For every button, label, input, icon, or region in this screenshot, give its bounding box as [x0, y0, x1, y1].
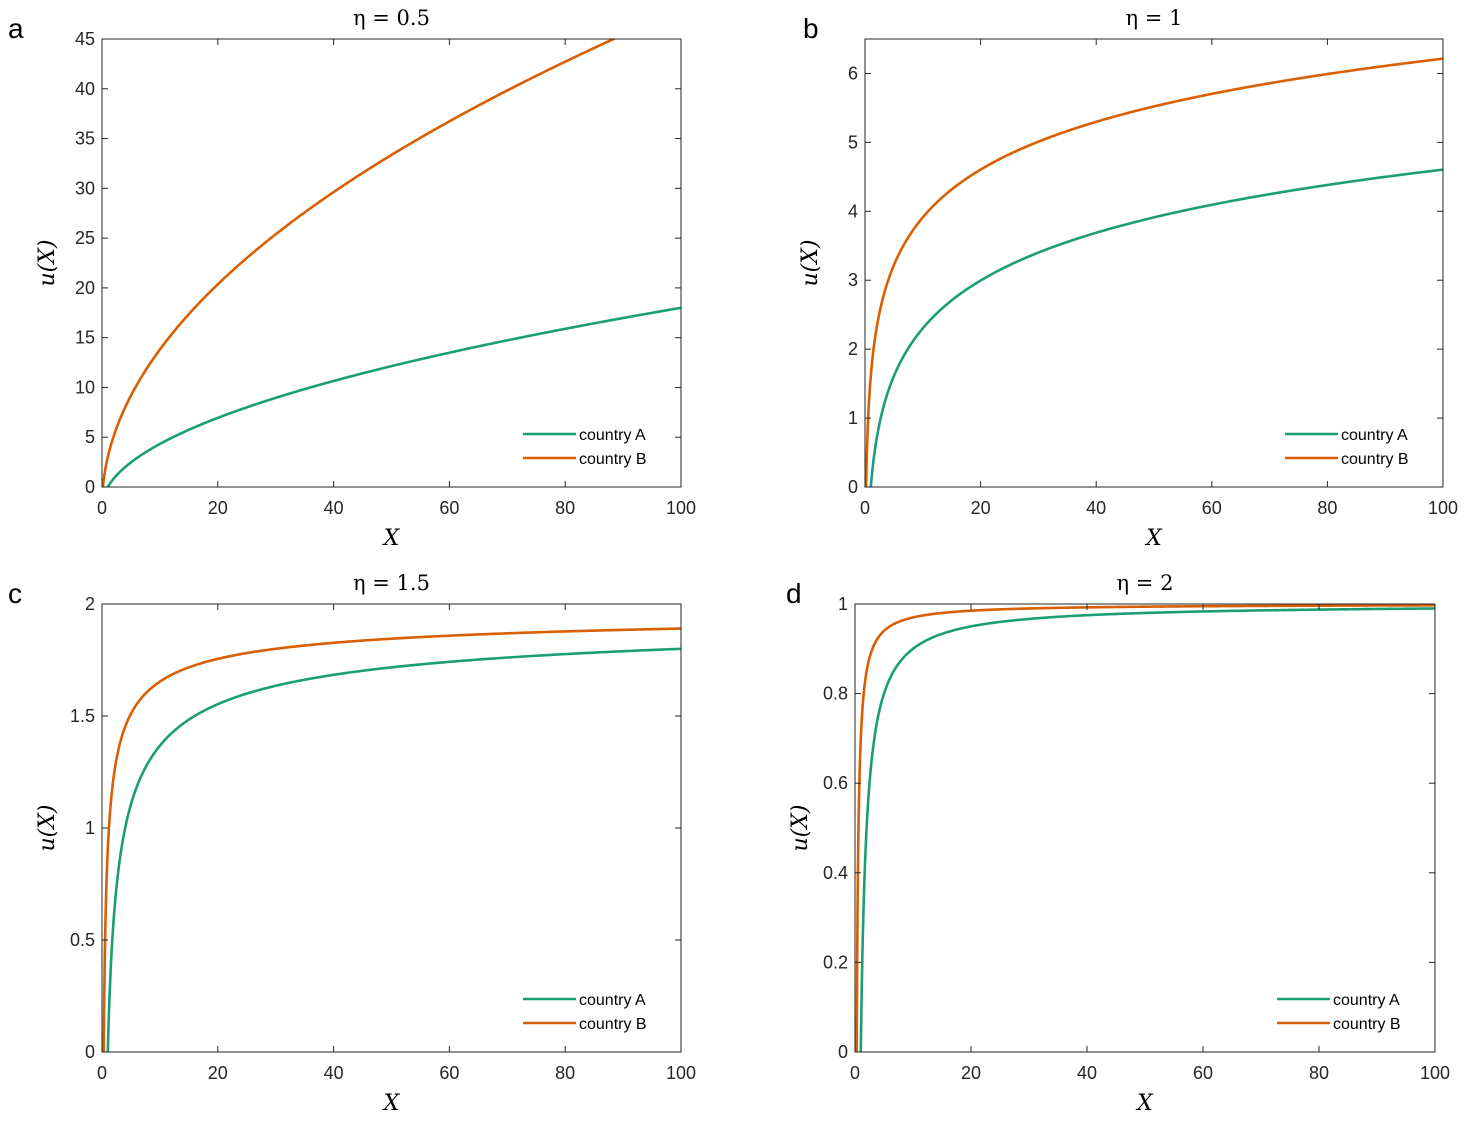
y-tick-label: 5 [85, 427, 95, 447]
x-tick-label: 80 [555, 1063, 575, 1083]
y-tick-label: 45 [75, 29, 95, 49]
y-tick-label: 3 [848, 270, 858, 290]
panel-c: 0 20 40 60 80 100 0 0.5 1 1.5 2 η = 1.5 Xu(X) c countr… [8, 571, 696, 1116]
axes-box [101, 38, 682, 488]
x-tick-label: 20 [971, 498, 991, 518]
y-tick-label: 0.5 [70, 930, 95, 950]
y-tick-label: 10 [75, 377, 95, 397]
x-tick-label: 60 [1193, 1063, 1213, 1083]
y-tick-label: 40 [75, 79, 95, 99]
x-tick-label: 80 [1309, 1063, 1329, 1083]
legend-label: country A [579, 427, 646, 444]
series-line-country-a [869, 168, 1443, 487]
y-tick-label: 1 [848, 408, 858, 428]
x-tick-label: 60 [1202, 498, 1222, 518]
axes-box [854, 603, 1436, 1053]
y-tick-label: 0 [85, 1042, 95, 1062]
y-tick-label: 1 [85, 818, 95, 838]
y-tick-label: 1 [838, 594, 848, 614]
y-tick-label: 0.2 [823, 952, 848, 972]
x-tick-label: 100 [666, 498, 696, 518]
x-tick-label: 60 [439, 1063, 459, 1083]
series-line-country-b [865, 57, 1443, 487]
x-tick-label: 40 [324, 498, 344, 518]
x-tick-label: 20 [208, 1063, 228, 1083]
series-line-country-a [859, 607, 1435, 1052]
y-tick-label: 1.5 [70, 706, 95, 726]
x-tick-label: 100 [1428, 498, 1458, 518]
series-line-country-b [102, 39, 617, 487]
y-tick-label: 0 [85, 477, 95, 497]
y-tick-label: 5 [848, 132, 858, 152]
legend: country A country B [1285, 427, 1409, 468]
y-tick-label: 0.6 [823, 773, 848, 793]
y-tick-label: 6 [848, 63, 858, 83]
x-tick-label: 0 [97, 498, 107, 518]
legend-label: country A [1333, 992, 1400, 1009]
x-tick-label: 40 [1077, 1063, 1097, 1083]
axes-box [101, 603, 682, 1053]
x-tick-label: 40 [324, 1063, 344, 1083]
legend-label: country B [579, 451, 647, 468]
panel-letter: b [803, 13, 819, 44]
x-tick-label: 20 [208, 498, 228, 518]
y-tick-label: 2 [848, 339, 858, 359]
legend-label: country A [1341, 427, 1408, 444]
y-tick-label: 15 [75, 328, 95, 348]
x-tick-label: 100 [1420, 1063, 1450, 1083]
x-axis-label: X [1135, 1091, 1154, 1116]
x-tick-label: 40 [1086, 498, 1106, 518]
chart-title: η = 1 [1126, 6, 1183, 30]
x-tick-label: 0 [97, 1063, 107, 1083]
x-tick-label: 100 [666, 1063, 696, 1083]
chart-title: η = 2 [1117, 571, 1174, 595]
y-tick-label: 30 [75, 178, 95, 198]
y-axis-label: u(X) [788, 805, 813, 852]
chart-title: η = 0.5 [353, 6, 430, 30]
y-tick-label: 0.8 [823, 684, 848, 704]
y-tick-label: 35 [75, 129, 95, 149]
legend-label: country B [1341, 451, 1409, 468]
y-axis-label: u(X) [35, 240, 60, 287]
y-tick-label: 0 [848, 477, 858, 497]
legend-label: country A [579, 992, 646, 1009]
series-line-country-a [106, 306, 681, 487]
x-tick-label: 80 [1317, 498, 1337, 518]
x-tick-label: 80 [555, 498, 575, 518]
panel-a: 0 20 40 60 80 100 0 5 10 15 20 25 30 35 40 45 η = 0.5 Xu(… [8, 6, 696, 551]
panel-d: 0 20 40 60 80 100 0 0.2 0.4 0.6 0.8 1 η = 2 Xu(X) d cou… [786, 571, 1450, 1116]
x-axis-label: X [382, 1091, 401, 1116]
x-axis-label: X [382, 526, 401, 551]
series-line-country-b [102, 627, 681, 1052]
x-tick-label: 0 [860, 498, 870, 518]
y-tick-label: 20 [75, 278, 95, 298]
x-tick-label: 0 [850, 1063, 860, 1083]
axes-box [864, 38, 1444, 488]
panel-letter: c [8, 578, 22, 609]
legend-label: country B [1333, 1016, 1401, 1033]
panel-letter: d [786, 578, 802, 609]
y-tick-label: 25 [75, 228, 95, 248]
panel-letter: a [8, 13, 24, 44]
series-line-country-a [106, 647, 681, 1052]
y-axis-label: u(X) [35, 805, 60, 852]
y-axis-label: u(X) [798, 240, 823, 287]
y-tick-label: 4 [848, 201, 858, 221]
legend-label: country B [579, 1016, 647, 1033]
y-tick-label: 0.4 [823, 863, 848, 883]
y-tick-label: 0 [838, 1042, 848, 1062]
x-tick-label: 20 [961, 1063, 981, 1083]
legend: country A country B [523, 427, 647, 468]
y-tick-label: 2 [85, 594, 95, 614]
x-tick-label: 60 [439, 498, 459, 518]
x-axis-label: X [1144, 526, 1163, 551]
chart-title: η = 1.5 [353, 571, 430, 595]
series-line-country-b [855, 604, 1435, 1052]
legend: country A country B [523, 992, 647, 1033]
legend: country A country B [1277, 992, 1401, 1033]
